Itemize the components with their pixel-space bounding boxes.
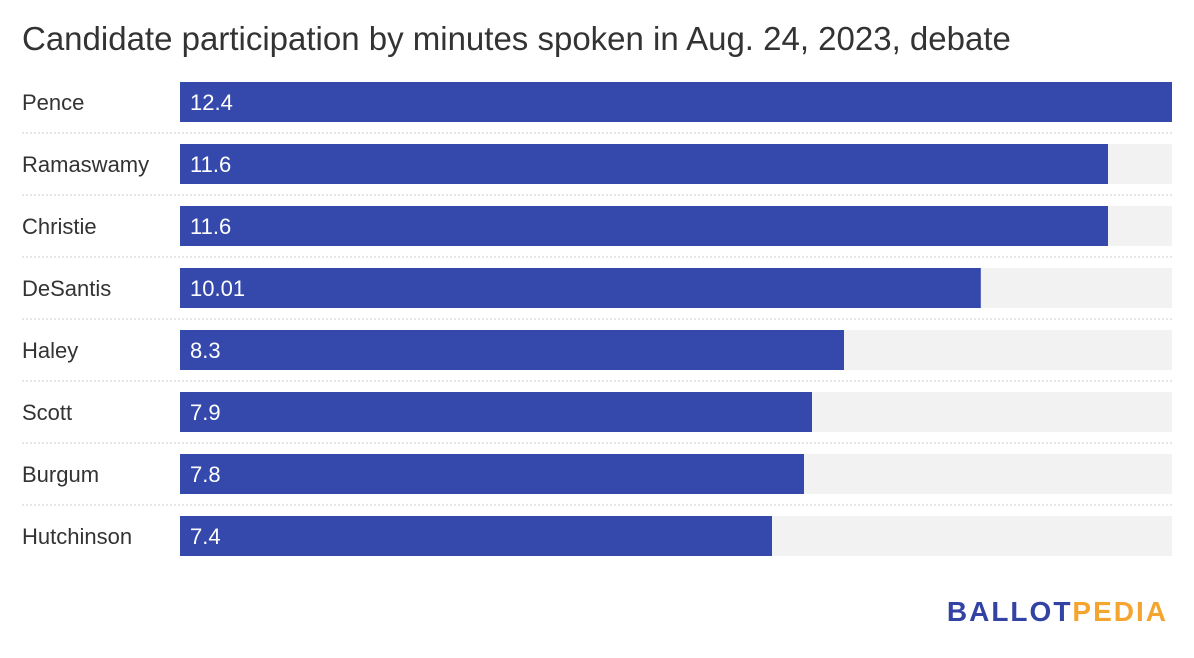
value-label: 11.6 xyxy=(190,152,231,177)
category-label: Ramaswamy xyxy=(22,152,149,177)
value-label: 11.6 xyxy=(190,214,231,239)
logo-text-pedia: PEDIA xyxy=(1072,596,1168,627)
ballotpedia-logo: BALLOTPEDIA xyxy=(947,596,1168,628)
value-label: 12.4 xyxy=(190,90,233,115)
category-label: Burgum xyxy=(22,462,99,487)
bar xyxy=(180,206,1108,246)
category-label: Haley xyxy=(22,338,78,363)
logo-text-ballot: BALLOT xyxy=(946,596,1073,627)
value-label: 10.01 xyxy=(190,276,245,301)
value-label: 7.9 xyxy=(190,400,221,425)
value-label: 7.4 xyxy=(190,524,221,549)
bar xyxy=(180,392,812,432)
value-label: 8.3 xyxy=(190,338,221,363)
bar xyxy=(180,330,844,370)
category-label: Pence xyxy=(22,90,84,115)
category-label: DeSantis xyxy=(22,276,111,301)
bar xyxy=(180,516,772,556)
chart-title: Candidate participation by minutes spoke… xyxy=(22,20,1011,57)
category-label: Hutchinson xyxy=(22,524,132,549)
bar xyxy=(180,82,1172,122)
bar xyxy=(180,268,981,308)
value-label: 7.8 xyxy=(190,462,221,487)
category-label: Scott xyxy=(22,400,72,425)
bar xyxy=(180,454,804,494)
category-label: Christie xyxy=(22,214,97,239)
bar xyxy=(180,144,1108,184)
